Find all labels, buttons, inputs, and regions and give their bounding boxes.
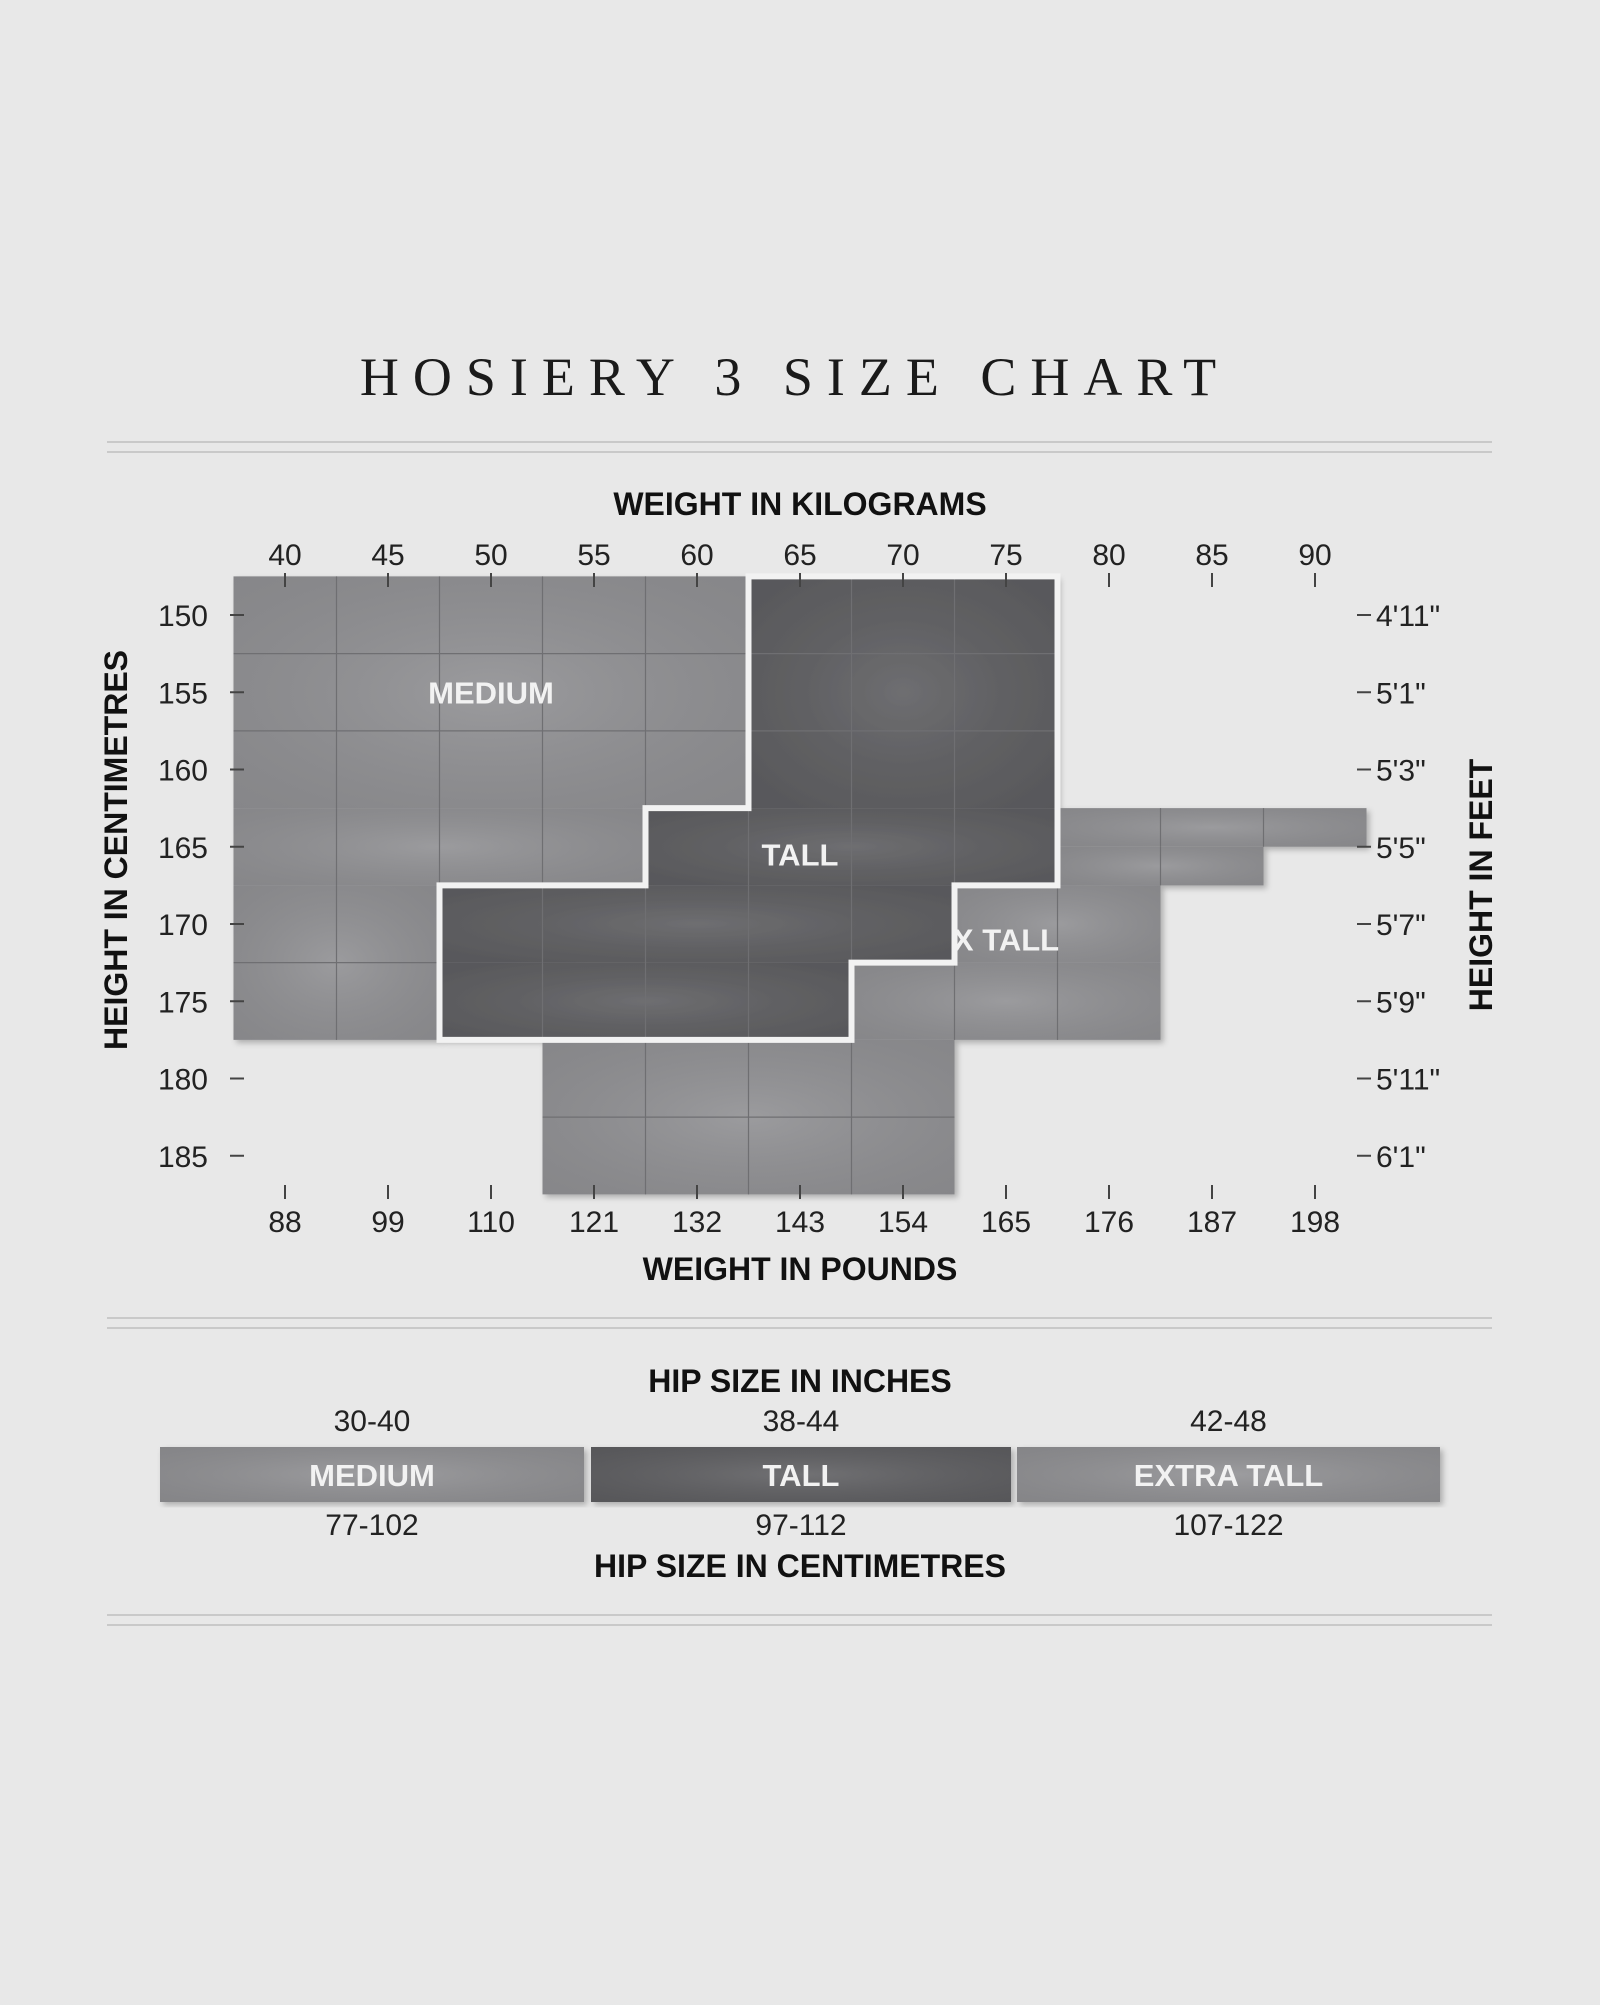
- y-cm-tick-label: 165: [158, 832, 208, 865]
- separator-middle: [107, 1317, 1492, 1329]
- x-lb-tick-label: 99: [371, 1206, 404, 1239]
- hip-size-medium: 30-40 MEDIUM 77-102: [160, 1405, 584, 1542]
- x-kg-tick-label: 80: [1092, 539, 1125, 572]
- x-kg-tick-label: 75: [989, 539, 1022, 572]
- region-cell-sheen: [439, 885, 955, 963]
- y-cm-tick-label: 175: [158, 986, 208, 1019]
- region-label: X TALL: [953, 922, 1059, 957]
- x-kg-tick-label: 45: [371, 539, 404, 572]
- x-kg-tick-label: 55: [577, 539, 610, 572]
- region-cell-sheen: [1057, 808, 1367, 847]
- separator-bottom: [107, 1614, 1492, 1626]
- region-label: MEDIUM: [428, 675, 554, 710]
- separator-top: [107, 441, 1492, 453]
- hip-size-tall: 38-44 TALL 97-112: [591, 1405, 1011, 1542]
- axis-ticks: 40 45 50 55 60 65 70 75 80 85 90 88 99 110 121 132 143 15…: [158, 539, 1440, 1239]
- y-ft-tick-label: 5'3": [1376, 755, 1426, 788]
- x-kg-tick-label: 65: [783, 539, 816, 572]
- hip-size-bars: 30-40 MEDIUM 77-102 38-44 TALL 97-112 42-48 EXT…: [160, 1405, 1440, 1542]
- y-ft-tick-label: 5'5": [1376, 832, 1426, 865]
- y-left-axis-label: HEIGHT IN CENTIMETRES: [98, 650, 134, 1050]
- x-lb-tick-label: 132: [672, 1206, 722, 1239]
- x-kg-tick-label: 50: [474, 539, 507, 572]
- tall-region-outline: [436, 573, 1061, 1043]
- hip-cm-value: 97-112: [755, 1509, 846, 1542]
- y-cm-tick-label: 155: [158, 677, 208, 710]
- x-kg-tick-label: 90: [1298, 539, 1331, 572]
- region-cell-sheen: [233, 576, 749, 809]
- x-kg-tick-label: 40: [268, 539, 301, 572]
- x-lb-tick-label: 121: [569, 1206, 619, 1239]
- hip-size-bar-sheen: [160, 1447, 584, 1502]
- hip-cm-value: 77-102: [325, 1509, 418, 1542]
- y-ft-tick-label: 5'9": [1376, 986, 1426, 1019]
- x-lb-tick-label: 165: [981, 1206, 1031, 1239]
- size-regions: [233, 576, 1367, 1195]
- y-cm-tick-label: 180: [158, 1064, 208, 1097]
- hip-inches-value: 38-44: [763, 1405, 840, 1438]
- hip-size-bar-sheen: [591, 1447, 1011, 1502]
- hip-size-extra-tall: 42-48 EXTRA TALL 107-122: [1017, 1405, 1440, 1542]
- hip-cm-value: 107-122: [1173, 1509, 1283, 1542]
- y-cm-tick-label: 185: [158, 1141, 208, 1174]
- hip-inches-label: HIP SIZE IN INCHES: [648, 1363, 951, 1399]
- x-top-axis-label: WEIGHT IN KILOGRAMS: [613, 486, 986, 522]
- hip-size-name: MEDIUM: [309, 1458, 435, 1493]
- x-kg-tick-label: 60: [680, 539, 713, 572]
- x-lb-tick-label: 143: [775, 1206, 825, 1239]
- y-ft-tick-label: 5'1": [1376, 677, 1426, 710]
- x-lb-tick-label: 88: [268, 1206, 301, 1239]
- y-cm-tick-label: 170: [158, 909, 208, 942]
- y-right-axis-label: HEIGHT IN FEET: [1463, 758, 1499, 1011]
- x-lb-tick-label: 198: [1290, 1206, 1340, 1239]
- y-ft-tick-label: 5'11": [1376, 1064, 1440, 1097]
- x-bottom-axis-label: WEIGHT IN POUNDS: [643, 1251, 958, 1287]
- x-kg-tick-label: 70: [886, 539, 919, 572]
- hip-inches-value: 30-40: [334, 1405, 411, 1438]
- y-ft-tick-label: 6'1": [1376, 1141, 1426, 1174]
- y-cm-tick-label: 150: [158, 600, 208, 633]
- hip-size-name: TALL: [763, 1458, 840, 1493]
- x-lb-tick-label: 187: [1187, 1206, 1237, 1239]
- y-ft-tick-label: 5'7": [1376, 909, 1426, 942]
- region-labels: MEDIUM TALL X TALL: [428, 675, 1059, 957]
- x-lb-tick-label: 176: [1084, 1206, 1134, 1239]
- x-lb-tick-label: 110: [467, 1206, 515, 1239]
- region-label: TALL: [762, 837, 839, 872]
- chart-grid: [233, 573, 1265, 1195]
- x-lb-tick-label: 154: [878, 1206, 928, 1239]
- x-kg-tick-label: 85: [1195, 539, 1228, 572]
- page-title: HOSIERY 3 SIZE CHART: [360, 347, 1230, 407]
- region-cell-sheen: [748, 576, 1058, 809]
- region-cell-sheen: [851, 962, 1161, 1040]
- hip-inches-value: 42-48: [1190, 1405, 1267, 1438]
- hip-cm-label: HIP SIZE IN CENTIMETRES: [594, 1548, 1006, 1584]
- y-cm-tick-label: 160: [158, 755, 208, 788]
- hip-size-bar-sheen: [1017, 1447, 1440, 1502]
- y-ft-tick-label: 4'11": [1376, 600, 1440, 633]
- hip-size-name: EXTRA TALL: [1134, 1458, 1323, 1493]
